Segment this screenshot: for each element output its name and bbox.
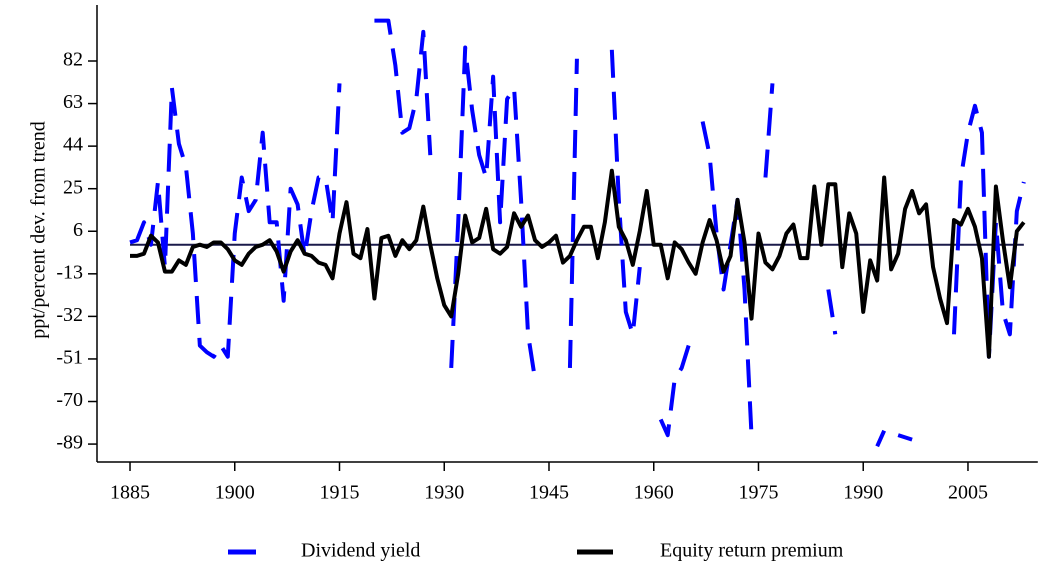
legend-label: Equity return premium <box>660 540 844 562</box>
x-tick-label: 1945 <box>529 482 569 504</box>
x-tick-label: 1930 <box>424 482 464 504</box>
x-tick-label: 1900 <box>215 482 255 504</box>
y-tick-label: 6 <box>73 219 83 241</box>
x-tick-label: 1960 <box>634 482 674 504</box>
y-tick-label: 63 <box>63 91 83 113</box>
y-tick-label: -32 <box>56 304 83 326</box>
plot-area <box>129 18 1026 448</box>
y-tick-label: 44 <box>63 134 83 156</box>
x-tick-label: 1915 <box>320 482 360 504</box>
y-tick-label: -89 <box>56 432 83 454</box>
y-tick-label: -70 <box>56 389 83 411</box>
x-tick-label: 1885 <box>110 482 150 504</box>
legend-label: Dividend yield <box>301 540 420 562</box>
x-tick-label: 1975 <box>738 482 778 504</box>
x-tick-label: 1990 <box>843 482 883 504</box>
y-tick-label: -51 <box>56 347 83 369</box>
x-tick-label: 2005 <box>948 482 988 504</box>
y-tick-label: 82 <box>63 49 83 71</box>
series-line <box>130 168 1026 359</box>
y-tick-label: -13 <box>56 261 83 283</box>
y-tick-label: 25 <box>63 176 83 198</box>
y-axis-label: ppt/percent dev. from trend <box>28 121 50 339</box>
